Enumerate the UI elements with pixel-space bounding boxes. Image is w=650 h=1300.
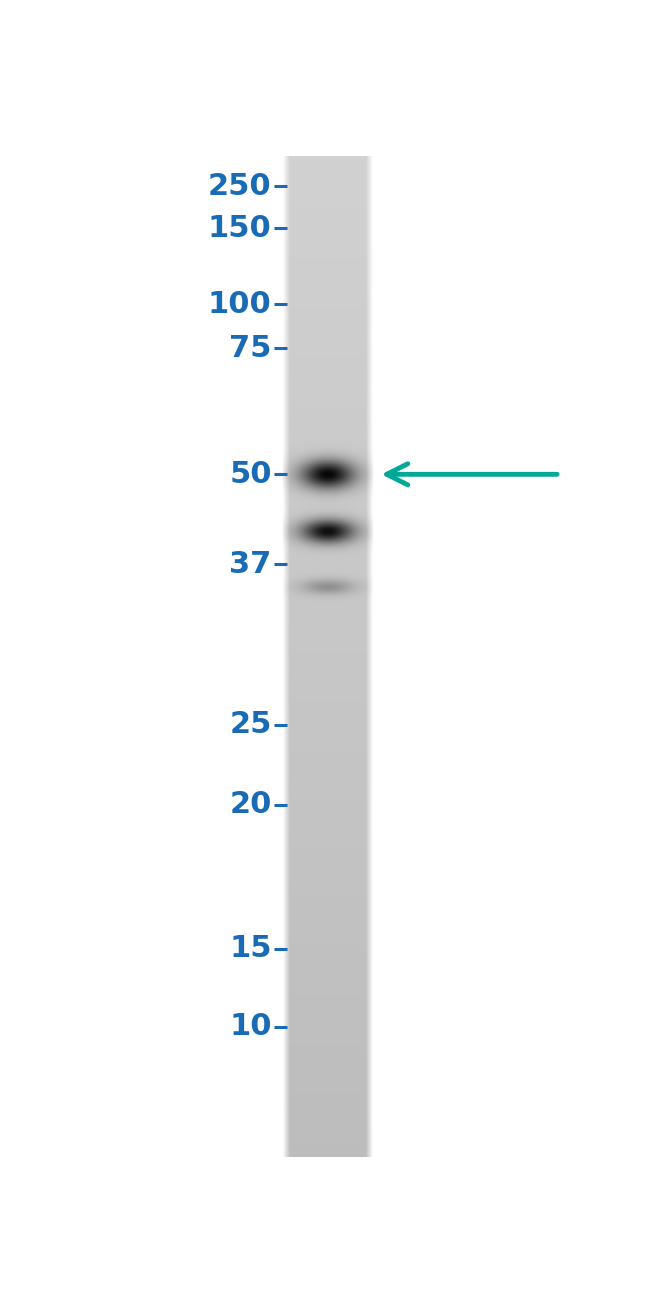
Text: 50: 50 — [229, 460, 272, 489]
Text: 250: 250 — [208, 172, 272, 200]
Text: 100: 100 — [208, 290, 272, 318]
Text: 10: 10 — [229, 1013, 272, 1041]
Text: 37: 37 — [229, 550, 272, 578]
Text: 20: 20 — [229, 790, 272, 819]
Text: 25: 25 — [229, 710, 272, 740]
Text: 15: 15 — [229, 935, 272, 963]
Text: 150: 150 — [208, 213, 272, 243]
Text: 75: 75 — [229, 334, 272, 363]
